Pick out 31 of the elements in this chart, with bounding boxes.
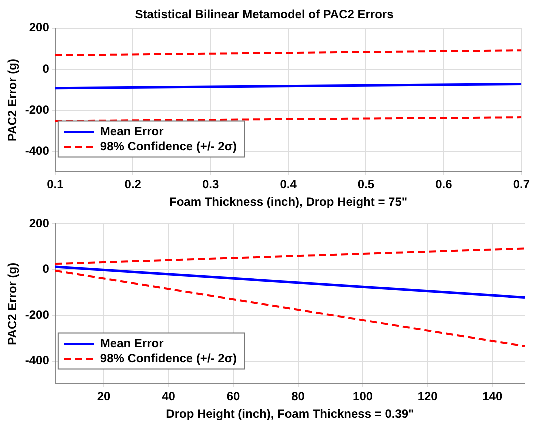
x-tick-label: 0.6	[436, 178, 453, 192]
x-tick-label: 0.1	[47, 178, 64, 192]
legend-label: Mean Error	[100, 336, 164, 351]
x-tick-label: 120	[418, 390, 438, 404]
y-tick-label: 0	[42, 62, 50, 76]
y-tick-label: 0	[42, 262, 50, 276]
y-tick-label: 200	[29, 216, 50, 230]
x-tick-label: 100	[353, 390, 374, 404]
x-tick-label: 40	[162, 390, 176, 404]
x-tick-label: 140	[482, 390, 503, 404]
x-tick-label: 0.5	[358, 178, 375, 192]
legend-label: 98% Confidence (+/- 2σ)	[100, 140, 237, 154]
y-tick-label: -400	[25, 354, 50, 368]
y-tick-label: 200	[29, 20, 50, 35]
x-tick-label: 0.7	[513, 178, 530, 192]
legend-label: 98% Confidence (+/- 2σ)	[100, 352, 237, 366]
x-tick-label: 60	[226, 390, 241, 404]
y-tick-label: -400	[25, 144, 50, 158]
x-tick-label: 20	[97, 390, 111, 404]
y-axis-title: PAC2 Error (g)	[6, 59, 20, 142]
x-tick-label: 0.4	[280, 178, 298, 192]
x-tick-label: 80	[292, 390, 306, 404]
y-tick-label: -200	[25, 308, 50, 322]
x-axis-title: Foam Thickness (inch), Drop Height = 75"	[170, 195, 408, 210]
x-tick-label: 0.3	[202, 178, 220, 192]
y-tick-label: -200	[25, 102, 50, 117]
y-axis-title: PAC2 Error (g)	[6, 262, 20, 346]
x-axis-title: Drop Height (inch), Foam Thickness = 0.39"	[166, 407, 414, 422]
x-tick-label: 0.2	[124, 178, 142, 192]
chart-title: Statistical Bilinear Metamodel of PAC2 Errors	[135, 8, 394, 22]
legend-label: Mean Error	[100, 124, 164, 139]
